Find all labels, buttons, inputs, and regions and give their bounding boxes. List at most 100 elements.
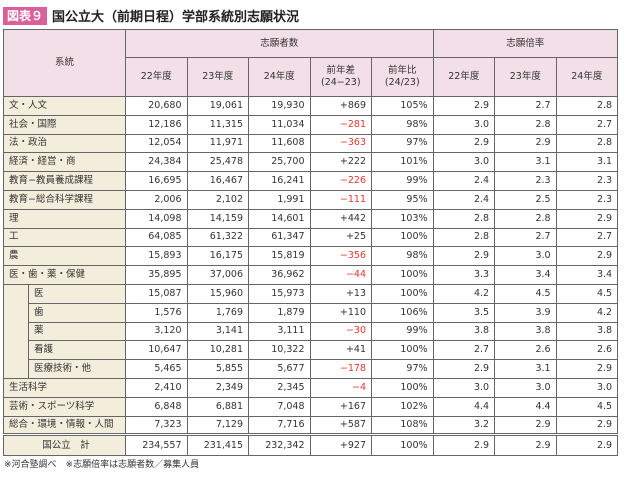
value-cell: 11,971 — [186, 133, 250, 154]
value-cell: 3.5 — [432, 302, 496, 323]
value-cell: 5,465 — [125, 359, 188, 379]
value-cell: 3.0 — [432, 152, 496, 173]
row-label: 看護 — [27, 340, 127, 361]
value-cell: 100% — [371, 283, 434, 304]
value-cell: 2.9 — [432, 96, 496, 116]
value-cell: 3.2 — [432, 415, 496, 436]
table-row: 芸術・スポーツ科学 6,848 6,881 7,048 +167 102% 4.4 4.4 4.… — [2, 396, 619, 417]
table-row: 教育−教員養成課程 16,695 16,467 16,241 −226 99% 2.4 2.3… — [2, 171, 619, 191]
value-cell: 3.8 — [432, 321, 496, 342]
value-cell: 97% — [371, 359, 434, 379]
table-row: 薬 3,120 3,141 3,111 −30 99% 3.8 3.8 3.8 — [3, 321, 619, 342]
value-cell: 2.3 — [555, 189, 619, 210]
value-cell: 3.8 — [494, 321, 557, 342]
table-row: 理 14,098 14,159 14,601 +442 103% 2.8 2.8 2.9 — [2, 208, 619, 229]
value-cell: −30 — [309, 321, 373, 342]
table-row: 歯 1,576 1,769 1,879 +110 106% 3.5 3.9 4.2 — [3, 302, 619, 323]
value-cell: 98% — [371, 246, 434, 267]
table-row: 法・政治 12,054 11,971 11,608 −363 97% 2.9 2.9 2.8 — [2, 133, 619, 154]
value-cell: 2,006 — [125, 189, 188, 210]
indent-strip — [3, 359, 29, 379]
value-cell: 2.9 — [494, 133, 557, 154]
value-cell: 4.5 — [555, 396, 619, 417]
value-cell: +41 — [309, 340, 373, 361]
value-cell: 106% — [371, 302, 434, 323]
value-cell: +167 — [309, 396, 373, 417]
value-cell: +869 — [309, 96, 373, 116]
value-cell: 100% — [371, 340, 434, 361]
value-cell: 231,415 — [186, 433, 250, 457]
row-label: 工 — [2, 227, 127, 248]
value-cell: 2.9 — [555, 359, 619, 379]
value-cell: 10,647 — [125, 340, 188, 361]
value-cell: 97% — [371, 133, 434, 154]
value-cell: 6,881 — [186, 396, 250, 417]
value-cell: +110 — [309, 302, 373, 323]
value-cell: 4.4 — [494, 396, 557, 417]
value-cell: 11,034 — [248, 114, 311, 135]
value-cell: 2.9 — [432, 433, 496, 457]
value-cell: 1,769 — [186, 302, 250, 323]
value-cell: 100% — [371, 433, 434, 457]
value-cell: 10,322 — [248, 340, 311, 361]
value-cell: 16,241 — [248, 171, 311, 191]
row-label: 教育−総合科学課程 — [2, 189, 127, 210]
value-cell: 2.8 — [555, 96, 619, 116]
header-applicants: 志願者数 — [125, 29, 434, 58]
indent-strip — [3, 322, 29, 341]
figure-title: 図表９ 国公立大（前期日程）学部系統別志願状況 — [3, 6, 300, 25]
row-label: 総合・環境・情報・人間 — [2, 415, 127, 436]
value-cell: 64,085 — [125, 227, 188, 248]
value-cell: 15,819 — [248, 246, 311, 267]
value-cell: 3,120 — [125, 321, 188, 342]
value-cell: 2.7 — [432, 340, 496, 361]
value-cell: 2.9 — [555, 415, 619, 436]
value-cell: 3.4 — [555, 265, 619, 285]
value-cell: 7,129 — [186, 415, 250, 436]
value-cell: 6,848 — [125, 396, 188, 417]
indent-strip — [3, 303, 29, 323]
row-label: 医 — [27, 283, 127, 304]
row-label: 文・人文 — [2, 96, 127, 116]
value-cell: −281 — [309, 114, 373, 135]
value-cell: −363 — [309, 133, 373, 154]
value-cell: 2.9 — [494, 433, 557, 457]
value-cell: 14,601 — [248, 208, 311, 229]
column-header: 22年度 — [125, 57, 188, 97]
row-label: 経済・経営・商 — [2, 152, 127, 173]
row-label: 生活科学 — [2, 377, 127, 398]
value-cell: 3.0 — [555, 377, 619, 398]
value-cell: 2.5 — [494, 189, 557, 210]
value-cell: 2.7 — [494, 96, 557, 116]
value-cell: 37,006 — [186, 265, 250, 285]
value-cell: 61,347 — [248, 227, 311, 248]
value-cell: 95% — [371, 189, 434, 210]
value-cell: 15,893 — [125, 246, 188, 267]
table-row: 工 64,085 61,322 61,347 +25 100% 2.8 2.7 2.7 — [2, 227, 619, 248]
value-cell: 103% — [371, 208, 434, 229]
row-label: 教育−教員養成課程 — [2, 171, 127, 191]
value-cell: 3.1 — [494, 152, 557, 173]
value-cell: 3.0 — [432, 114, 496, 135]
column-header: 23年度 — [494, 57, 557, 97]
value-cell: 4.4 — [432, 396, 496, 417]
value-cell: 15,973 — [248, 283, 311, 304]
value-cell: 4.5 — [494, 283, 557, 304]
value-cell: −111 — [309, 189, 373, 210]
indent-strip — [3, 284, 29, 304]
value-cell: +927 — [309, 433, 373, 457]
table-row: 教育−総合科学課程 2,006 2,102 1,991 −111 95% 2.4 2.5 2.3 — [2, 189, 619, 210]
value-cell: 5,677 — [248, 359, 311, 379]
value-cell: 232,342 — [248, 433, 311, 457]
value-cell: 2.6 — [555, 340, 619, 361]
value-cell: 3.3 — [432, 265, 496, 285]
row-label: 国公立 計 — [2, 433, 127, 457]
value-cell: 7,716 — [248, 415, 311, 436]
value-cell: 16,175 — [186, 246, 250, 267]
figure-title-text: 国公立大（前期日程）学部系統別志願状況 — [52, 10, 300, 25]
row-label: 芸術・スポーツ科学 — [2, 396, 127, 417]
value-cell: 25,700 — [248, 152, 311, 173]
value-cell: 16,695 — [125, 171, 188, 191]
value-cell: 4.2 — [555, 302, 619, 323]
value-cell: 11,315 — [186, 114, 250, 135]
